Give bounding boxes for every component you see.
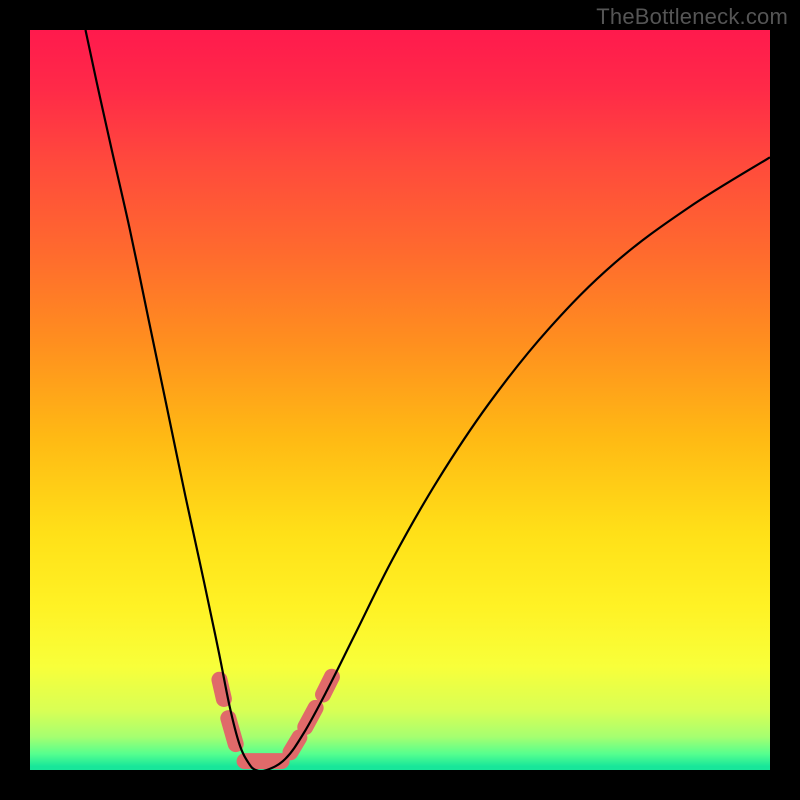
highlight-segment bbox=[219, 680, 223, 699]
plot-background-gradient bbox=[30, 30, 770, 770]
chart-container: TheBottleneck.com bbox=[0, 0, 800, 800]
bottleneck-chart-svg bbox=[0, 0, 800, 800]
watermark-text: TheBottleneck.com bbox=[596, 4, 788, 30]
highlight-segment bbox=[305, 708, 315, 727]
